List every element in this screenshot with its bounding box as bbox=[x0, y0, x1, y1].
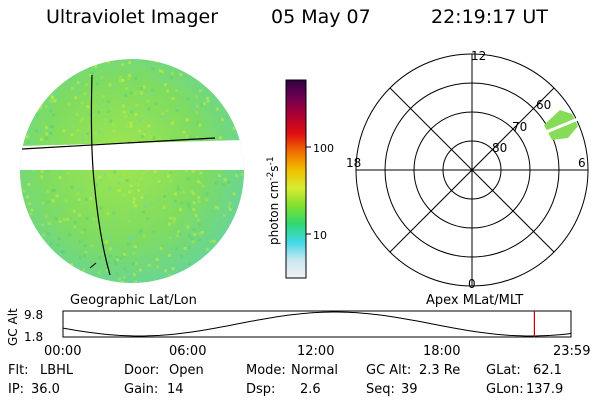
mode-label: Mode: bbox=[246, 363, 286, 378]
xtick-1800: 18:00 bbox=[423, 344, 461, 359]
mlt-label-0: 0 bbox=[468, 277, 476, 291]
altitude-ymax: 9.8 bbox=[24, 308, 43, 322]
dsp-value: 2.6 bbox=[300, 382, 321, 397]
ip-label: IP: bbox=[8, 382, 25, 397]
gcalt-label: GC Alt: bbox=[366, 363, 412, 378]
gain-value: 14 bbox=[167, 382, 184, 397]
geographic-label: Geographic Lat/Lon bbox=[70, 293, 197, 308]
xtick-2359: 23:59 bbox=[553, 344, 591, 359]
flt-value: LBHL bbox=[40, 363, 74, 378]
xtick-0000: 00:00 bbox=[44, 344, 82, 359]
mlat-label-60: 60 bbox=[536, 98, 551, 112]
uvi-disk-image bbox=[20, 59, 244, 283]
mlat-label-80: 80 bbox=[492, 141, 507, 155]
glat-label: GLat: bbox=[486, 363, 521, 378]
glon-label: GLon: bbox=[486, 382, 524, 397]
observation-date: 05 May 07 bbox=[271, 6, 371, 28]
door-label: Door: bbox=[124, 363, 160, 378]
colorbar-label: photon cm-2s-1 bbox=[266, 156, 281, 245]
colorbar bbox=[285, 79, 307, 279]
mlt-label-18: 18 bbox=[346, 156, 361, 170]
xtick-1200: 12:00 bbox=[297, 344, 335, 359]
dsp-label: Dsp: bbox=[246, 382, 276, 397]
altitude-ymin: 1.8 bbox=[24, 330, 43, 344]
door-value: Open bbox=[169, 363, 204, 378]
seq-value: 39 bbox=[401, 382, 418, 397]
flt-label: Flt: bbox=[8, 363, 29, 378]
ip-value: 36.0 bbox=[31, 382, 60, 397]
colorbar-tick-10: 10 bbox=[313, 229, 327, 242]
polar-plot bbox=[355, 53, 589, 287]
geo-longitude-line bbox=[90, 74, 111, 276]
geo-coast-fragment bbox=[89, 262, 97, 269]
altitude-plot-frame bbox=[62, 310, 572, 338]
colorbar-tick-100: 100 bbox=[313, 142, 334, 155]
geo-latitude-line bbox=[21, 137, 216, 150]
instrument-title: Ultraviolet Imager bbox=[46, 6, 219, 28]
xtick-0600: 06:00 bbox=[169, 344, 207, 359]
apex-label: Apex MLat/MLT bbox=[426, 293, 524, 308]
mlt-label-6: 6 bbox=[578, 156, 586, 170]
polar-image-patch bbox=[543, 110, 579, 140]
glat-value: 62.1 bbox=[533, 363, 562, 378]
mlt-label-12: 12 bbox=[471, 49, 486, 63]
glon-value: 137.9 bbox=[526, 382, 564, 397]
mlt-diagonal-2 bbox=[389, 87, 555, 253]
seq-label: Seq: bbox=[366, 382, 395, 397]
altitude-ylabel: GC Alt bbox=[6, 308, 20, 346]
mlat-label-70: 70 bbox=[512, 120, 527, 134]
altitude-curve bbox=[62, 311, 572, 337]
gcalt-value: 2.3 Re bbox=[419, 363, 461, 378]
mode-value: Normal bbox=[291, 363, 339, 378]
observation-time: 22:19:17 UT bbox=[431, 6, 548, 28]
gain-label: Gain: bbox=[124, 382, 159, 397]
